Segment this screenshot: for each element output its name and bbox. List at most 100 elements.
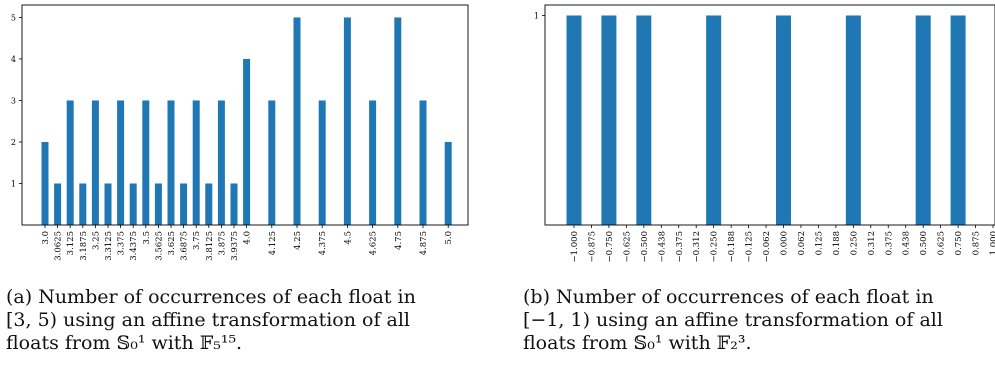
- bar-b-0.75: [950, 15, 966, 225]
- ytick-a-label-4: 4: [11, 55, 16, 64]
- xtick-a-label-3.75: 3.75: [192, 231, 202, 250]
- xtick-a-label-3.375: 3.375: [117, 231, 127, 255]
- xtick-b-label-15: 0.188: [832, 231, 842, 255]
- xtick-a-label-3.8125: 3.8125: [205, 231, 215, 261]
- ytick-b-label-1: 1: [534, 11, 539, 20]
- bar-a-3.375: [117, 100, 125, 225]
- bar-a-4.625: [369, 100, 377, 225]
- xtick-a-label-4.0: 4.0: [243, 231, 253, 245]
- caption-a-line-3: floats from 𝕊₀¹ with 𝔽₅¹⁵.: [6, 332, 243, 354]
- xtick-b-label-7: −0.312: [692, 231, 702, 262]
- bar-a-4.0: [243, 58, 251, 225]
- xtick-b-label-14: 0.125: [814, 231, 824, 255]
- caption-a-line-2: [3, 5) using an affine transformation of…: [6, 309, 411, 331]
- bar-a-3.6875: [180, 183, 188, 225]
- xtick-a-label-4.25: 4.25: [293, 231, 303, 250]
- xtick-a-label-3.5: 3.5: [142, 231, 152, 245]
- xtick-a-label-4.625: 4.625: [369, 231, 379, 255]
- xtick-b-label-5: −0.438: [657, 231, 667, 262]
- xtick-a-label-3.625: 3.625: [167, 231, 177, 255]
- bar-b--0.25: [706, 15, 722, 225]
- xtick-a-label-4.125: 4.125: [268, 231, 278, 255]
- bar-a-3.5: [142, 100, 150, 225]
- ytick-a-label-3: 3: [11, 96, 16, 105]
- xtick-a-label-3.875: 3.875: [217, 231, 227, 255]
- caption-b-line-3: floats from 𝕊₀¹ with 𝔽₂³.: [523, 332, 752, 354]
- chart-b-axes-frame: [544, 4, 995, 226]
- xtick-b-label-4: −0.500: [640, 231, 650, 262]
- xtick-b-label-20: 0.500: [919, 231, 929, 255]
- bar-a-3.8125: [205, 183, 213, 225]
- xtick-a-label-3.9375: 3.9375: [230, 231, 240, 261]
- caption-a: (a) Number of occurrences of each float …: [6, 286, 464, 355]
- bar-a-4.5: [343, 17, 351, 225]
- bar-a-3.4375: [129, 183, 137, 225]
- bar-a-3.5625: [154, 183, 162, 225]
- bar-a-3.0625: [54, 183, 62, 225]
- bar-b--0.5: [636, 15, 652, 225]
- bar-a-4.75: [394, 17, 402, 225]
- bar-a-3.625: [167, 100, 175, 225]
- chart-a-axes-frame: [21, 4, 469, 226]
- bar-a-4.375: [318, 100, 326, 225]
- xtick-b-label-23: 0.875: [972, 231, 982, 255]
- xtick-b-label-8: −0.250: [710, 231, 720, 262]
- xtick-b-label-19: 0.438: [902, 231, 912, 255]
- xtick-b-label-18: 0.375: [884, 231, 894, 255]
- xtick-b-label-9: −0.188: [727, 231, 737, 262]
- xtick-a-label-3.1875: 3.1875: [79, 231, 89, 261]
- bar-a-3.9375: [230, 183, 238, 225]
- bar-a-4.125: [268, 100, 276, 225]
- xtick-b-label-10: −0.125: [745, 231, 755, 262]
- bar-b-0.25: [845, 15, 861, 225]
- ytick-a-label-1: 1: [11, 179, 16, 188]
- ytick-a-label-2: 2: [11, 138, 16, 147]
- xtick-b-label-6: −0.375: [675, 231, 685, 262]
- xtick-a-label-4.5: 4.5: [343, 231, 353, 245]
- xtick-b-label-3: −0.625: [622, 231, 632, 262]
- xtick-b-label-0: −1.000: [570, 231, 580, 262]
- bar-a-3.0: [41, 141, 49, 225]
- bar-a-4.25: [293, 17, 301, 225]
- xtick-b-label-11: −0.062: [762, 231, 772, 262]
- bar-a-4.875: [419, 100, 427, 225]
- xtick-b-label-17: 0.312: [867, 231, 877, 255]
- xtick-b-label-16: 0.250: [849, 231, 859, 255]
- xtick-b-label-13: 0.062: [797, 231, 807, 255]
- xtick-b-label-21: 0.625: [937, 231, 947, 255]
- bar-a-3.875: [217, 100, 225, 225]
- xtick-a-label-3.6875: 3.6875: [180, 231, 190, 261]
- xtick-a-label-3.5625: 3.5625: [154, 231, 164, 261]
- xtick-a-label-3.0625: 3.0625: [54, 231, 64, 261]
- caption-b-line-1: (b) Number of occurrences of each float …: [523, 286, 934, 308]
- chart-a: 1 2 3 4 5 3.0 3.0625 3.125 3.1875 3.25 3.3125 3.375…: [11, 4, 469, 261]
- bar-a-3.1875: [79, 183, 87, 225]
- bar-a-3.75: [192, 100, 200, 225]
- xtick-a-label-3.25: 3.25: [91, 231, 101, 250]
- xtick-b-label-24: 1.000: [989, 231, 995, 255]
- xtick-b-label-1: −0.875: [587, 231, 597, 262]
- bar-b-0.5: [915, 15, 931, 225]
- bar-b-0: [776, 15, 791, 225]
- bar-b--0.75: [601, 15, 617, 225]
- caption-b-line-2: [−1, 1) using an affine transformation o…: [523, 309, 943, 331]
- bar-a-3.25: [91, 100, 99, 225]
- xtick-b-label-2: −0.750: [605, 231, 615, 262]
- xtick-a-label-4.75: 4.75: [394, 231, 404, 250]
- xtick-a-label-3.125: 3.125: [66, 231, 76, 255]
- xtick-a-label-3.4375: 3.4375: [129, 231, 139, 261]
- bar-b--1: [566, 15, 582, 225]
- xtick-a-label-5.0: 5.0: [444, 231, 454, 245]
- bar-a-3.3125: [104, 183, 112, 225]
- xtick-b-label-22: 0.750: [954, 231, 964, 255]
- xtick-a-label-3.0: 3.0: [41, 231, 51, 245]
- xtick-a-label-3.3125: 3.3125: [104, 231, 114, 261]
- bar-a-5.0: [444, 141, 452, 225]
- xtick-b-label-12: 0.000: [780, 231, 790, 255]
- xtick-a-label-4.875: 4.875: [419, 231, 429, 255]
- bar-a-3.125: [66, 100, 74, 225]
- xtick-a-label-4.375: 4.375: [318, 231, 328, 255]
- chart-b: 1 −1.000 −0.875 −0.750 −0.625 −0.500 −0.438 −0.…: [534, 4, 995, 262]
- ytick-a-label-5: 5: [11, 13, 16, 22]
- caption-a-line-1: (a) Number of occurrences of each float …: [6, 286, 416, 308]
